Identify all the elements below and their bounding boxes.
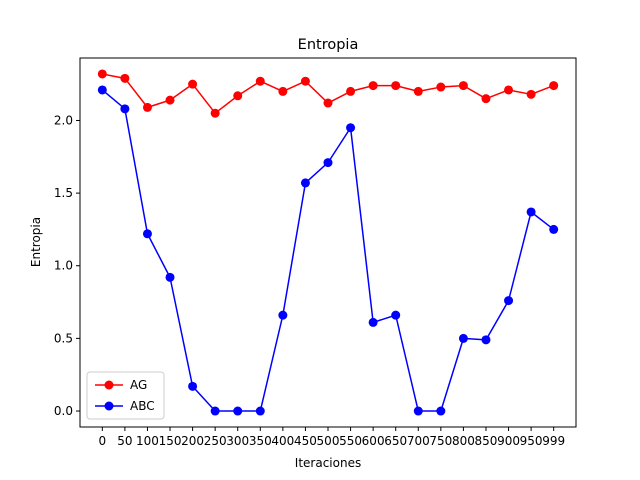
data-point — [97, 69, 107, 79]
x-tick-label: 0 — [98, 434, 106, 448]
data-point — [504, 296, 514, 306]
x-axis-label: Iteraciones — [295, 456, 361, 470]
data-point — [165, 95, 175, 105]
data-point — [413, 406, 423, 416]
x-tick-label: 250 — [204, 434, 227, 448]
y-tick-label: 2.0 — [54, 113, 73, 127]
data-point — [233, 91, 243, 101]
data-point — [481, 94, 491, 104]
data-point — [436, 406, 446, 416]
data-point — [300, 76, 310, 86]
data-point — [142, 102, 152, 112]
legend-marker — [104, 401, 114, 411]
x-tick-label: 950 — [520, 434, 543, 448]
data-point — [346, 123, 356, 133]
series-ag — [97, 69, 559, 118]
data-point — [549, 224, 559, 234]
x-tick-label: 350 — [249, 434, 272, 448]
data-point — [346, 86, 356, 96]
data-point — [278, 310, 288, 320]
series-layer — [97, 69, 559, 416]
x-tick-label: 300 — [226, 434, 249, 448]
x-tick-label: 450 — [294, 434, 317, 448]
data-point — [526, 207, 536, 217]
x-tick-label: 900 — [497, 434, 520, 448]
data-point — [504, 85, 514, 95]
data-point — [142, 229, 152, 239]
y-tick-label: 0.5 — [54, 331, 73, 345]
data-point — [188, 381, 198, 391]
legend-label: AG — [130, 378, 147, 392]
x-tick-label: 100 — [136, 434, 159, 448]
data-point — [255, 406, 265, 416]
x-tick-label: 999 — [542, 434, 565, 448]
x-tick-label: 750 — [429, 434, 452, 448]
data-point — [413, 86, 423, 96]
x-tick-label: 400 — [271, 434, 294, 448]
x-tick-label: 500 — [317, 434, 340, 448]
data-point — [120, 104, 130, 114]
legend-entry: AG — [95, 378, 147, 392]
data-point — [526, 89, 536, 99]
x-tick-label: 50 — [117, 434, 132, 448]
data-point — [255, 76, 265, 86]
data-point — [436, 82, 446, 92]
x-tick-label: 800 — [452, 434, 475, 448]
series-abc — [97, 85, 559, 416]
x-tick-label: 150 — [159, 434, 182, 448]
data-point — [210, 406, 220, 416]
data-point — [481, 335, 491, 345]
data-point — [391, 310, 401, 320]
data-point — [233, 406, 243, 416]
legend-entry: ABC — [95, 399, 155, 413]
data-point — [188, 79, 198, 89]
y-axis: 0.0 0.5 1.0 1.5 2.0 — [54, 113, 80, 418]
x-axis: 0 50 100 150 200 250 300 350 400 450 500 550 600 650 7… — [98, 427, 565, 448]
x-tick-label: 700 — [407, 434, 430, 448]
legend-marker — [104, 380, 114, 390]
legend: AG ABC — [86, 371, 165, 420]
data-point — [323, 98, 333, 108]
y-tick-label: 1.0 — [54, 259, 73, 273]
data-point — [458, 81, 468, 91]
data-point — [323, 158, 333, 168]
chart-title: Entropia — [298, 37, 359, 53]
data-point — [391, 81, 401, 91]
data-point — [458, 333, 468, 343]
data-point — [368, 81, 378, 91]
x-tick-label: 200 — [181, 434, 204, 448]
y-tick-label: 0.0 — [54, 404, 73, 418]
data-point — [368, 317, 378, 327]
data-point — [278, 86, 288, 96]
y-tick-label: 1.5 — [54, 186, 73, 200]
data-point — [120, 73, 130, 83]
legend-label: ABC — [130, 399, 155, 413]
data-point — [549, 81, 559, 91]
x-tick-label: 650 — [384, 434, 407, 448]
x-tick-label: 600 — [362, 434, 385, 448]
x-tick-label: 550 — [339, 434, 362, 448]
data-point — [165, 272, 175, 282]
data-point — [300, 178, 310, 188]
data-point — [97, 85, 107, 95]
data-point — [210, 108, 220, 118]
x-tick-label: 850 — [475, 434, 498, 448]
y-axis-label: Entropia — [29, 217, 43, 267]
